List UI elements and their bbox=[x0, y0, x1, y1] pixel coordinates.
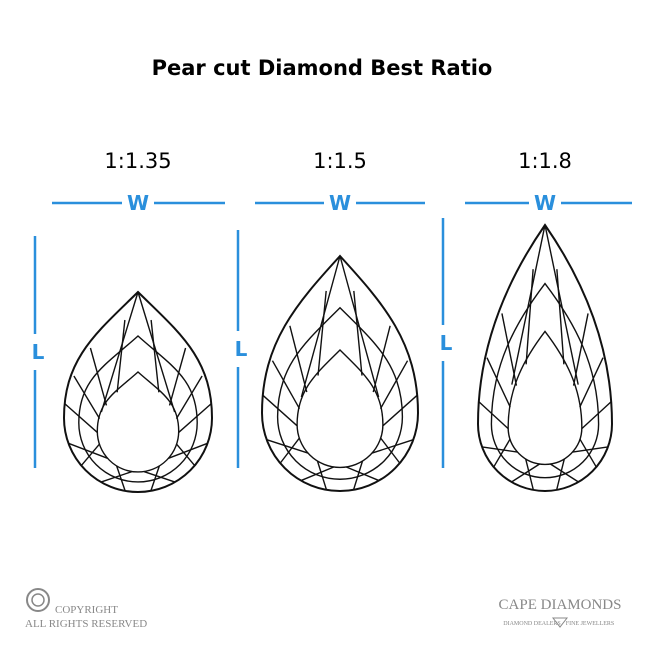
facet-line bbox=[352, 460, 364, 491]
pear-outline bbox=[476, 223, 614, 492]
facet-line bbox=[550, 463, 579, 483]
length-label: L bbox=[235, 337, 248, 361]
facet-line bbox=[80, 443, 100, 467]
copyright: COPYRIGHT bbox=[55, 604, 118, 616]
title: Pear cut Diamond Best Ratio bbox=[152, 56, 493, 80]
facet-line bbox=[64, 403, 98, 433]
brand: CAPE DIAMONDS bbox=[499, 597, 622, 613]
facet-line bbox=[379, 360, 409, 410]
facet-line bbox=[143, 470, 176, 483]
facet-line bbox=[150, 465, 160, 492]
pear-table bbox=[296, 349, 384, 469]
diagrams: 1:1.35 W L 1:1.5 W L 1:1.8 W L bbox=[32, 149, 632, 493]
facet-line bbox=[511, 224, 546, 385]
facet-line bbox=[579, 357, 604, 408]
facet-line bbox=[266, 439, 309, 454]
facet-line bbox=[89, 347, 108, 406]
facet-line bbox=[486, 357, 511, 408]
pear-outline bbox=[260, 254, 420, 492]
facet-line bbox=[345, 466, 380, 482]
facet-line bbox=[316, 460, 328, 491]
facet-line bbox=[511, 463, 540, 483]
brand-icon bbox=[551, 617, 569, 628]
facet-line bbox=[279, 437, 300, 464]
copyright-icon bbox=[26, 588, 50, 612]
facet-line bbox=[116, 319, 126, 393]
facet-line bbox=[100, 291, 139, 413]
width-label: W bbox=[329, 191, 351, 215]
width-label: W bbox=[534, 191, 556, 215]
pear-girdle bbox=[78, 335, 198, 483]
facet-line bbox=[382, 395, 418, 427]
facet-line bbox=[339, 255, 380, 398]
facet-line bbox=[555, 458, 565, 491]
facet-line bbox=[137, 291, 176, 413]
width-label: W bbox=[127, 191, 149, 215]
length-label: L bbox=[32, 340, 45, 364]
facet-line bbox=[175, 375, 203, 420]
facet-line bbox=[300, 466, 335, 482]
facet-line bbox=[73, 375, 101, 420]
facet-line bbox=[478, 401, 509, 430]
ratio-label: 1:1.5 bbox=[313, 149, 367, 173]
facet-line bbox=[572, 446, 609, 453]
copyright-icon-inner bbox=[31, 593, 45, 607]
facet-line bbox=[271, 360, 301, 410]
ratio-label: 1:1.35 bbox=[104, 149, 171, 173]
length-label: L bbox=[440, 331, 453, 355]
footer: COPYRIGHT ALL RIGHTS RESERVED CAPE DIAMO… bbox=[25, 588, 622, 630]
facet-line bbox=[525, 458, 535, 491]
facet-line bbox=[150, 319, 160, 393]
facet-line bbox=[544, 224, 579, 385]
pear-table bbox=[507, 330, 583, 466]
facet-line bbox=[581, 401, 612, 430]
facet-line bbox=[481, 446, 518, 453]
facet-line bbox=[317, 290, 327, 376]
pear-outline bbox=[62, 290, 214, 493]
facet-line bbox=[168, 347, 187, 406]
facet-line bbox=[289, 325, 308, 393]
facet-line bbox=[68, 442, 108, 459]
facet-line bbox=[493, 438, 511, 468]
facet-line bbox=[579, 438, 597, 468]
pear-girdle bbox=[490, 282, 600, 479]
facet-line bbox=[116, 465, 126, 492]
facet-line bbox=[178, 403, 212, 433]
facet-line bbox=[168, 442, 208, 459]
facet-line bbox=[371, 439, 414, 454]
facet-line bbox=[300, 255, 341, 398]
pear-girdle bbox=[276, 306, 404, 480]
facet-line bbox=[176, 443, 196, 467]
brand-left: DIAMOND DEALERS bbox=[503, 621, 561, 627]
facet-line bbox=[372, 325, 391, 393]
facet-line bbox=[353, 290, 363, 376]
pear-table bbox=[96, 371, 180, 473]
facet-line bbox=[380, 437, 401, 464]
brand-right: FINE JEWELLERS bbox=[566, 621, 615, 627]
facet-line bbox=[100, 470, 133, 483]
rights: ALL RIGHTS RESERVED bbox=[25, 618, 147, 630]
ratio-label: 1:1.8 bbox=[518, 149, 572, 173]
facet-line bbox=[262, 395, 298, 427]
